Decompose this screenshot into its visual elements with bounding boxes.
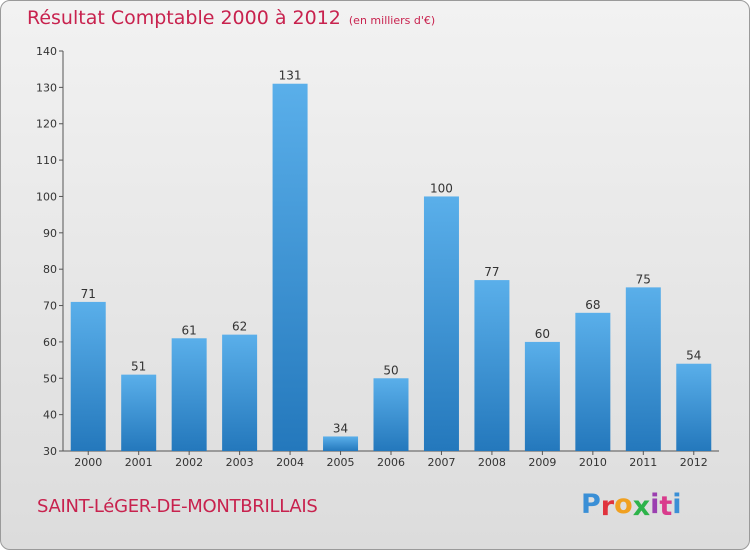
x-tick-label-2006: 2006 — [377, 456, 405, 469]
value-label-2008: 77 — [484, 265, 499, 279]
x-tick-label-2004: 2004 — [276, 456, 304, 469]
y-tick-label: 50 — [43, 372, 57, 385]
y-tick-label: 140 — [36, 45, 57, 58]
labels: 71 2000 51 2001 61 2002 62 2003 131 2004 34 2005 50 2… — [74, 69, 708, 469]
brand-letter: o — [614, 489, 633, 520]
x-tick-label-2007: 2007 — [427, 456, 455, 469]
x-tick-label-2001: 2001 — [125, 456, 153, 469]
value-label-2005: 34 — [333, 421, 348, 435]
brand-letter: x — [632, 491, 651, 522]
chart-title-text: Résultat Comptable 2000 à 2012 — [27, 7, 341, 29]
x-tick-label-2012: 2012 — [680, 456, 708, 469]
y-tick-label: 60 — [43, 336, 57, 349]
y-tick-label: 30 — [43, 445, 57, 458]
y-tick-label: 40 — [43, 409, 57, 422]
x-tick-label-2010: 2010 — [579, 456, 607, 469]
chart-unit: (en milliers d'€) — [348, 14, 436, 27]
bar-2005 — [323, 436, 359, 451]
y-tick-label: 70 — [43, 300, 57, 313]
bar-2003 — [222, 334, 258, 451]
bar-2000 — [70, 301, 106, 451]
y-tick-label: 110 — [36, 154, 57, 167]
bar-2011 — [625, 287, 661, 451]
brand-letter: t — [659, 491, 673, 522]
value-label-2002: 61 — [182, 323, 197, 337]
x-tick-label-2005: 2005 — [327, 456, 355, 469]
bar-2008 — [474, 280, 510, 451]
x-tick-label-2008: 2008 — [478, 456, 506, 469]
brand-letter: P — [581, 489, 601, 520]
x-tick-label-2011: 2011 — [629, 456, 657, 469]
y-tick-label: 120 — [36, 118, 57, 131]
proxiti-logo: Proxiti — [581, 489, 682, 522]
chart-title: Résultat Comptable 2000 à 2012 (en millie… — [27, 7, 435, 29]
value-label-2000: 71 — [81, 287, 96, 301]
bars — [70, 83, 712, 452]
x-tick-label-2009: 2009 — [528, 456, 556, 469]
bar-2002 — [171, 338, 207, 451]
value-label-2004: 131 — [279, 69, 302, 83]
value-label-2010: 68 — [585, 298, 600, 312]
y-tick-label: 130 — [36, 81, 57, 94]
y-tick-label: 90 — [43, 227, 57, 240]
bar-2004 — [272, 83, 308, 452]
commune-name: SAINT-LéGER-DE-MONTBRILLAIS — [37, 496, 318, 517]
bar-2009 — [524, 341, 560, 451]
value-label-2006: 50 — [383, 363, 398, 377]
value-label-2011: 75 — [636, 272, 651, 286]
brand-letter: i — [650, 489, 660, 520]
y-tick-label: 80 — [43, 263, 57, 276]
bar-2006 — [373, 378, 409, 451]
brand-letter: i — [672, 489, 682, 520]
bar-2010 — [575, 312, 611, 451]
x-tick-label-2003: 2003 — [226, 456, 254, 469]
x-tick-label-2002: 2002 — [175, 456, 203, 469]
value-label-2012: 54 — [686, 349, 701, 363]
value-label-2009: 60 — [535, 327, 550, 341]
bar-2007 — [423, 196, 459, 451]
value-label-2007: 100 — [430, 181, 453, 195]
bar-2012 — [676, 363, 712, 451]
bar-2001 — [121, 374, 157, 451]
value-label-2001: 51 — [131, 360, 146, 374]
y-tick-label: 100 — [36, 190, 57, 203]
brand-letter: r — [600, 491, 615, 522]
x-tick-label-2000: 2000 — [74, 456, 102, 469]
value-label-2003: 62 — [232, 320, 247, 334]
